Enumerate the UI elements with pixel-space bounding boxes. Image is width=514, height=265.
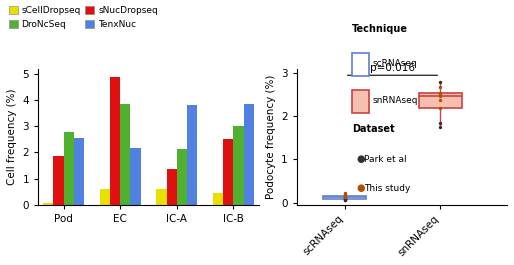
Point (436, 85, 444, 89)
PathPatch shape (419, 92, 462, 108)
Point (341, 195, 349, 199)
Text: Park et al: Park et al (364, 154, 407, 164)
Bar (244, 104, 254, 205)
Bar (177, 148, 187, 205)
Point (341, 192, 349, 196)
Point (436, 125, 444, 129)
Point (341, 193, 349, 197)
Y-axis label: Cell frequency (%): Cell frequency (%) (7, 89, 17, 185)
Point (436, 106, 444, 111)
Text: ●: ● (356, 154, 365, 164)
Text: Technique: Technique (352, 24, 408, 34)
Bar (120, 104, 131, 205)
Point (341, 198, 349, 202)
Bar (187, 105, 197, 205)
Point (341, 194, 349, 198)
Point (436, 92, 444, 96)
Bar (64, 131, 74, 205)
Point (436, 90, 444, 95)
Bar (213, 193, 223, 205)
Point (341, 197, 349, 201)
Text: ●: ● (356, 183, 365, 193)
Text: Dataset: Dataset (352, 125, 395, 135)
Point (436, 121, 444, 125)
Bar (223, 139, 233, 205)
Point (341, 195, 349, 200)
Legend: sCellDropseq, DroNcSeq, sNucDropseq, TenxNuc: sCellDropseq, DroNcSeq, sNucDropseq, Ten… (7, 5, 160, 31)
Bar (156, 189, 167, 205)
Bar (110, 77, 120, 205)
Bar (53, 156, 64, 205)
Point (341, 196, 349, 200)
Point (341, 197, 349, 201)
Text: This study: This study (364, 184, 411, 193)
Bar (131, 148, 140, 205)
Bar (43, 203, 53, 205)
Point (436, 98, 444, 102)
Text: snRNAseq: snRNAseq (373, 96, 418, 105)
Text: p=0.016: p=0.016 (370, 63, 415, 73)
Point (436, 93, 444, 98)
PathPatch shape (323, 196, 366, 199)
Point (341, 197, 349, 202)
Point (341, 191, 349, 195)
Bar (74, 138, 84, 205)
Bar (167, 169, 177, 205)
Point (341, 195, 349, 199)
Bar (233, 126, 244, 205)
Y-axis label: Podocyte frequency (%): Podocyte frequency (%) (266, 74, 276, 199)
Text: scRNAseq: scRNAseq (373, 59, 417, 68)
Point (436, 80, 444, 84)
Bar (100, 189, 110, 205)
